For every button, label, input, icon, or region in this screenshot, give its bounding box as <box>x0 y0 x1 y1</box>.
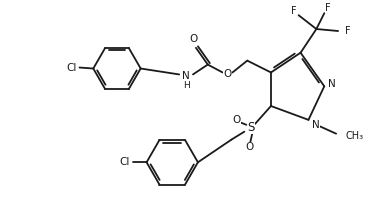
Text: N: N <box>328 79 336 89</box>
Text: Cl: Cl <box>119 157 130 167</box>
Text: Cl: Cl <box>66 62 77 73</box>
Text: H: H <box>183 81 190 90</box>
Text: O: O <box>223 69 232 79</box>
Text: F: F <box>345 26 350 36</box>
Text: CH₃: CH₃ <box>346 131 364 141</box>
Text: N: N <box>182 71 190 81</box>
Text: O: O <box>232 115 241 125</box>
Text: N: N <box>313 120 320 130</box>
Text: O: O <box>190 34 198 44</box>
Text: F: F <box>326 3 331 13</box>
Text: O: O <box>245 143 254 152</box>
Text: S: S <box>247 121 255 134</box>
Text: F: F <box>291 6 296 16</box>
